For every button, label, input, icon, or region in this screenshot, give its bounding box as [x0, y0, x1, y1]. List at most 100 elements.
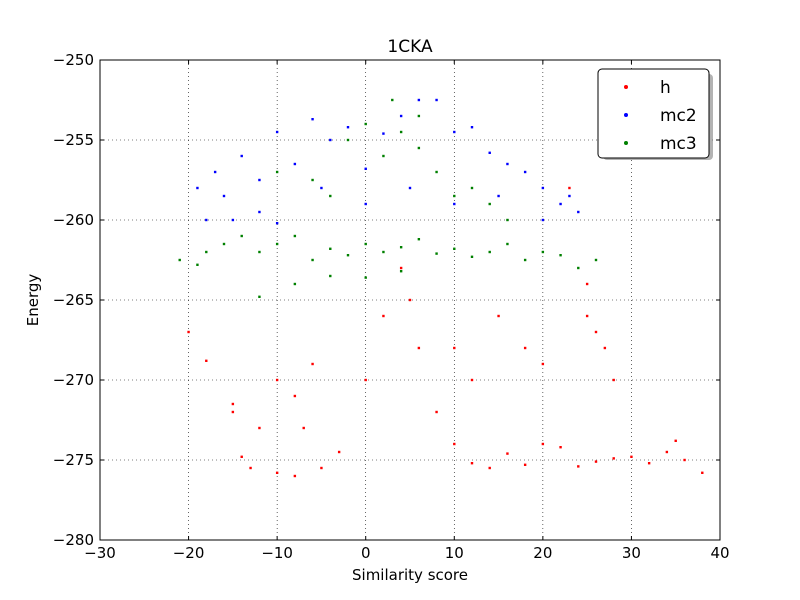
- point-h: [293, 474, 297, 478]
- point-mc3: [364, 122, 367, 126]
- point-mc3: [488, 202, 491, 206]
- point-mc2: [541, 218, 545, 222]
- point-mc2: [453, 130, 456, 134]
- point-h: [665, 450, 669, 454]
- point-mc3: [417, 146, 421, 150]
- point-mc3: [417, 238, 421, 241]
- point-mc3: [293, 282, 297, 286]
- x-tick-label: −20: [173, 544, 205, 562]
- point-h: [311, 362, 314, 366]
- point-mc3: [205, 250, 208, 254]
- point-h: [453, 442, 456, 446]
- point-mc2: [559, 202, 562, 206]
- point-mc2: [258, 178, 261, 182]
- point-mc3: [222, 242, 226, 246]
- point-h: [647, 462, 651, 465]
- x-tick-label: −30: [84, 544, 116, 562]
- point-h: [577, 465, 580, 468]
- point-h: [408, 298, 412, 302]
- point-h: [382, 314, 385, 318]
- legend-label-mc2: mc2: [660, 106, 697, 126]
- point-mc2: [488, 151, 491, 154]
- point-mc3: [470, 255, 474, 258]
- point-h: [523, 346, 527, 350]
- point-mc3: [435, 252, 438, 255]
- point-mc2: [435, 98, 438, 102]
- point-mc2: [222, 194, 226, 198]
- point-h: [435, 410, 438, 414]
- x-tick-label: 20: [533, 544, 552, 562]
- x-tick-label: 30: [622, 544, 641, 562]
- point-mc3: [594, 258, 598, 262]
- point-mc3: [258, 250, 261, 254]
- point-mc3: [399, 130, 403, 134]
- point-h: [594, 330, 598, 334]
- point-mc2: [213, 170, 217, 174]
- legend-label-h: h: [660, 78, 671, 98]
- point-h: [630, 455, 633, 458]
- point-mc3: [364, 242, 367, 246]
- point-mc2: [231, 218, 235, 222]
- point-h: [701, 471, 704, 474]
- point-h: [275, 471, 279, 474]
- point-mc3: [293, 234, 297, 238]
- series-mc3: [178, 98, 598, 298]
- point-h: [488, 466, 491, 470]
- point-mc2: [364, 167, 367, 170]
- point-mc2: [311, 118, 314, 121]
- x-tick-label: −10: [261, 544, 293, 562]
- point-h: [541, 362, 545, 366]
- legend-box: [597, 68, 710, 159]
- point-mc3: [417, 114, 421, 118]
- point-h: [506, 452, 509, 455]
- point-h: [231, 410, 235, 414]
- y-tick-label: −280: [53, 531, 94, 549]
- point-mc2: [275, 130, 279, 134]
- point-mc2: [258, 210, 261, 214]
- y-tick-label: −265: [53, 291, 94, 309]
- point-mc3: [559, 254, 562, 257]
- y-axis-label: Energy: [24, 274, 42, 327]
- point-h: [399, 266, 403, 270]
- series-mc2: [196, 98, 580, 225]
- point-mc3: [399, 246, 403, 249]
- point-mc3: [329, 274, 332, 278]
- legend-label-mc3: mc3: [660, 134, 697, 154]
- point-mc2: [408, 186, 412, 190]
- point-mc3: [391, 98, 394, 102]
- point-h: [470, 462, 474, 465]
- point-mc3: [275, 242, 279, 246]
- point-h: [453, 346, 456, 350]
- point-h: [249, 466, 252, 470]
- point-h: [674, 439, 677, 442]
- point-mc3: [488, 250, 491, 254]
- y-tick-label: −275: [53, 451, 94, 469]
- x-tick-label: 10: [445, 544, 464, 562]
- point-mc2: [497, 194, 500, 198]
- point-mc3: [178, 258, 181, 262]
- point-h: [683, 458, 686, 462]
- point-h: [594, 460, 598, 463]
- point-h: [585, 314, 589, 318]
- point-mc3: [435, 170, 438, 174]
- point-mc2: [329, 138, 332, 142]
- point-mc2: [364, 202, 367, 206]
- point-h: [293, 394, 297, 398]
- point-h: [275, 378, 279, 382]
- point-mc3: [506, 218, 509, 222]
- point-mc2: [523, 170, 527, 174]
- point-mc3: [346, 254, 350, 257]
- point-mc3: [453, 247, 456, 250]
- scatter-points: [178, 98, 704, 478]
- point-h: [205, 359, 208, 362]
- point-mc3: [329, 194, 332, 198]
- point-h: [612, 457, 615, 460]
- axis-ticks: −30 −20 −10 0 10 20 30 40 −280 −275 −270 −265 −260 −2…: [53, 51, 730, 562]
- point-mc3: [311, 258, 314, 262]
- point-mc2: [568, 194, 571, 198]
- y-tick-label: −250: [53, 51, 94, 69]
- point-mc3: [382, 154, 385, 158]
- point-mc3: [275, 170, 279, 174]
- point-mc3: [453, 194, 456, 198]
- point-h: [585, 282, 589, 286]
